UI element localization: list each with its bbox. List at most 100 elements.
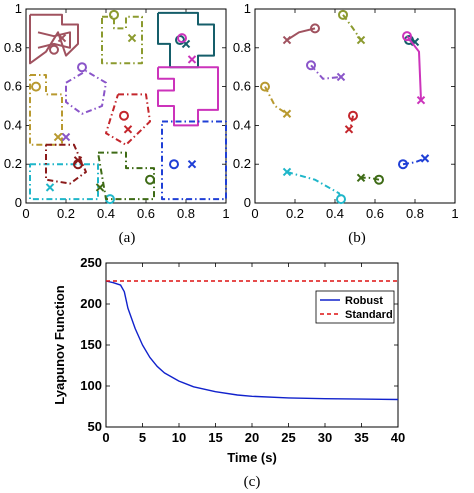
- panel-a-chart: 0 0.2 0.4 0.6 0.8 1 0 0.2 0.4 0.6 0.8 1: [4, 1, 230, 221]
- series-line: [310, 64, 342, 80]
- end-marker-stroke: [336, 72, 346, 82]
- x-tick-label: 0: [251, 206, 258, 221]
- x-tick-label: 0.4: [97, 206, 115, 221]
- end-marker-stroke: [95, 183, 105, 192]
- x-tick-label: 10: [172, 430, 186, 445]
- panel-a-frame: [25, 8, 227, 204]
- panel-b-frame: [254, 8, 456, 204]
- series-line: [286, 171, 342, 200]
- start-marker: [49, 44, 59, 55]
- start-marker: [145, 174, 155, 185]
- end-marker: [127, 33, 137, 43]
- end-marker-stroke: [61, 132, 71, 142]
- start-marker: [338, 9, 348, 20]
- panel-b-marks: [260, 9, 430, 205]
- series-line: [264, 86, 288, 115]
- x-tick-label: 40: [391, 430, 405, 445]
- y-tick-label: 0.8: [233, 40, 251, 55]
- end-marker: [336, 72, 346, 82]
- x-tick-label: 0.8: [406, 206, 424, 221]
- end-marker: [344, 125, 354, 134]
- y-tick-label: 0: [244, 195, 251, 210]
- start-marker: [31, 81, 41, 92]
- start-marker: [348, 110, 358, 121]
- end-marker-stroke: [127, 33, 137, 43]
- start-marker: [177, 33, 187, 44]
- x-tick-label: 30: [318, 430, 332, 445]
- y-tick-label: 0.2: [4, 156, 22, 171]
- x-tick-label: 0.6: [137, 206, 155, 221]
- end-marker-stroke: [57, 33, 67, 43]
- y-tick-label: 200: [80, 296, 102, 311]
- legend-box: [315, 290, 395, 324]
- end-marker: [416, 95, 426, 105]
- panel-b-ticks: 0 0.2 0.4 0.6 0.8 1 0 0.2 0.4 0.6 0.8 1: [233, 1, 459, 221]
- x-tick-label: 25: [281, 430, 295, 445]
- end-marker: [73, 156, 83, 165]
- y-tick-label: 0.4: [233, 117, 251, 132]
- end-marker-stroke: [282, 109, 292, 118]
- panel-a-ticks: 0 0.2 0.4 0.6 0.8 1 0 0.2 0.4 0.6 0.8 1: [4, 1, 230, 221]
- end-marker: [282, 35, 292, 45]
- y-tick-label: 50: [88, 419, 102, 434]
- end-marker: [53, 132, 63, 142]
- panel-c-ticks: 0 5 10 15 20 25 30 35 40 50 100 150 200 250: [80, 255, 405, 445]
- y-tick-label: 100: [80, 378, 102, 393]
- series-line: [45, 143, 87, 185]
- y-tick-label: 0.6: [4, 79, 22, 94]
- start-marker: [175, 35, 185, 46]
- x-axis-label: Time (s): [227, 450, 277, 465]
- legend: Robust Standard: [315, 290, 395, 324]
- panel-b-chart: 0 0.2 0.4 0.6 0.8 1 0 0.2 0.4 0.6 0.8 1: [233, 1, 459, 221]
- end-marker: [187, 55, 197, 64]
- legend-label-standard: Standard: [345, 309, 393, 321]
- y-tick-label: 0.6: [233, 79, 251, 94]
- end-marker: [45, 183, 55, 192]
- end-marker-stroke: [356, 173, 366, 182]
- x-tick-label: 1: [451, 206, 458, 221]
- start-marker: [109, 9, 119, 20]
- series-line: [342, 14, 362, 41]
- series-line: [161, 120, 227, 201]
- end-marker: [356, 173, 366, 182]
- y-tick-label: 150: [80, 337, 102, 352]
- x-tick-label: 15: [208, 430, 222, 445]
- x-tick-label: 0.2: [57, 206, 75, 221]
- series-line: [101, 15, 143, 65]
- start-marker: [260, 81, 270, 92]
- end-marker-stroke: [187, 55, 197, 64]
- caption-c: (c): [244, 474, 261, 490]
- end-marker: [95, 183, 105, 192]
- x-tick-label: 0: [22, 206, 29, 221]
- end-marker-stroke: [416, 95, 426, 105]
- y-tick-label: 1: [244, 1, 251, 16]
- start-marker: [306, 60, 316, 71]
- end-marker: [123, 125, 133, 134]
- x-tick-label: 1: [222, 206, 229, 221]
- start-marker: [402, 31, 412, 42]
- x-tick-label: 0.4: [326, 206, 344, 221]
- end-marker-stroke: [282, 35, 292, 45]
- end-marker-stroke: [73, 156, 83, 165]
- end-marker: [187, 159, 197, 169]
- start-marker: [77, 62, 87, 73]
- caption-b: (b): [348, 230, 366, 246]
- end-marker-stroke: [344, 125, 354, 134]
- series-line: [406, 35, 422, 101]
- x-tick-label: 0.8: [177, 206, 195, 221]
- y-tick-label: 250: [80, 255, 102, 270]
- end-marker-stroke: [356, 35, 366, 45]
- end-marker-stroke: [45, 183, 55, 192]
- series-line: [105, 93, 151, 146]
- start-marker: [336, 194, 346, 205]
- y-tick-label: 1: [15, 1, 22, 16]
- end-marker: [356, 35, 366, 45]
- start-marker: [169, 159, 179, 170]
- y-tick-label: 0: [15, 195, 22, 210]
- start-marker: [119, 110, 129, 121]
- y-axis-label: Lyapunov Function: [52, 285, 67, 404]
- start-marker: [398, 159, 408, 170]
- y-tick-label: 0.2: [233, 156, 251, 171]
